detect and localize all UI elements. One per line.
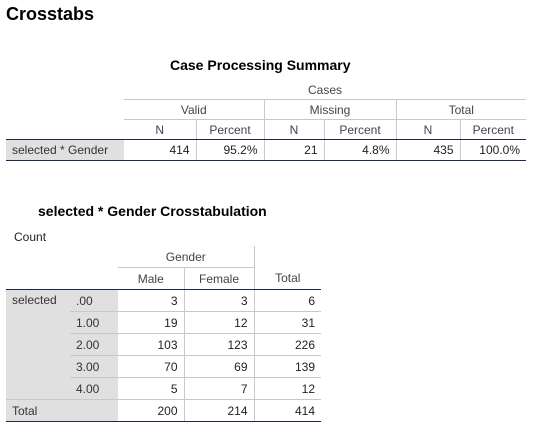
col-header-female: Female xyxy=(184,267,255,290)
col-header-total: Total xyxy=(254,267,321,290)
cases-header: Cases xyxy=(124,80,526,100)
summary-cell: 4.8% xyxy=(324,139,397,161)
col-header: Percent xyxy=(460,119,526,140)
case-processing-summary-table: Cases Valid Missing Total N Percent N Pe… xyxy=(6,80,526,161)
count-label: Count xyxy=(14,230,47,244)
summary-cell: 21 xyxy=(264,139,325,161)
crosstab-cell: 6 xyxy=(254,289,321,312)
col-header: N xyxy=(396,119,461,140)
row-variable-label: selected xyxy=(6,289,70,400)
crosstab-cell: 7 xyxy=(184,377,255,400)
crosstab-cell: 5 xyxy=(118,377,185,400)
row-category: .00 xyxy=(70,289,118,312)
group-header-missing: Missing xyxy=(264,99,397,120)
row-category: 1.00 xyxy=(70,311,118,334)
crosstab-cell: 3 xyxy=(118,289,185,312)
summary-corner xyxy=(6,80,124,100)
crosstab-corner xyxy=(6,246,70,268)
row-category: 2.00 xyxy=(70,333,118,356)
total-header-top xyxy=(254,246,321,268)
col-header: Percent xyxy=(196,119,265,140)
crosstab-cell: 31 xyxy=(254,311,321,334)
gender-header: Gender xyxy=(118,246,255,268)
crosstab-cell: 3 xyxy=(184,289,255,312)
crosstab-cell: 139 xyxy=(254,355,321,378)
row-category: 3.00 xyxy=(70,355,118,378)
col-header: N xyxy=(264,119,325,140)
row-category: 4.00 xyxy=(70,377,118,400)
col-header-male: Male xyxy=(118,267,185,290)
summary-cell: 414 xyxy=(124,139,197,161)
col-header: N xyxy=(124,119,197,140)
crosstab-cell: 226 xyxy=(254,333,321,356)
summary-cell: 95.2% xyxy=(196,139,265,161)
total-cell: 414 xyxy=(254,399,321,422)
total-cell: 200 xyxy=(118,399,185,422)
summary-cell: 435 xyxy=(396,139,461,161)
summary-corner-2 xyxy=(6,100,124,120)
page-title: Crosstabs xyxy=(6,4,95,24)
crosstab-corner-2 xyxy=(70,246,118,268)
crosstab-corner-3 xyxy=(6,267,70,290)
col-header: Percent xyxy=(324,119,397,140)
crosstab-cell: 123 xyxy=(184,333,255,356)
group-header-total: Total xyxy=(396,99,526,120)
crosstab-corner-4 xyxy=(70,267,118,290)
crosstab-cell: 69 xyxy=(184,355,255,378)
crosstabulation-table: Gender Male Female Total selected .00 3 … xyxy=(6,246,321,422)
crosstab-cell: 70 xyxy=(118,355,185,378)
crosstab-cell: 12 xyxy=(184,311,255,334)
summary-corner-3 xyxy=(6,119,124,140)
summary-table-title: Case Processing Summary xyxy=(170,57,351,73)
total-row-label: Total xyxy=(6,399,118,422)
crosstab-cell: 19 xyxy=(118,311,185,334)
crosstab-cell: 103 xyxy=(118,333,185,356)
crosstab-cell: 12 xyxy=(254,377,321,400)
group-header-valid: Valid xyxy=(124,99,265,120)
crosstab-table-title: selected * Gender Crosstabulation xyxy=(38,203,267,219)
total-cell: 214 xyxy=(184,399,255,422)
summary-row-label: selected * Gender xyxy=(6,139,124,161)
summary-cell: 100.0% xyxy=(460,139,526,161)
